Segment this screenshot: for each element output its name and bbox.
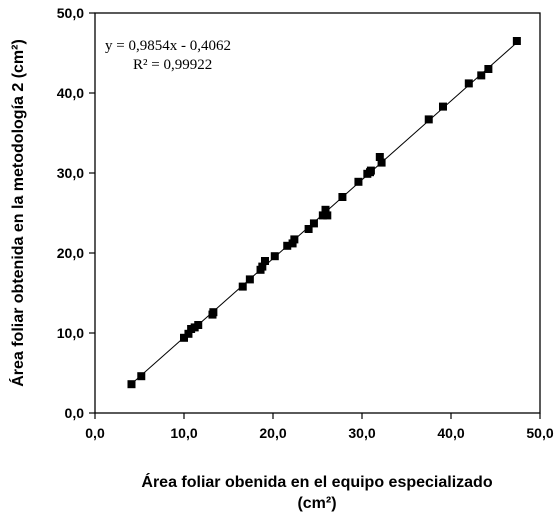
r-squared-label: R² = 0,99922 — [133, 57, 212, 73]
x-tick-label: 0,0 — [85, 425, 105, 441]
data-point — [283, 241, 292, 250]
data-point — [137, 372, 146, 381]
data-point — [184, 329, 193, 338]
data-points — [127, 37, 521, 389]
data-point — [127, 380, 136, 389]
data-point — [375, 153, 384, 161]
data-point — [258, 262, 267, 271]
data-point — [377, 158, 386, 167]
data-point — [484, 65, 493, 73]
data-point — [477, 71, 486, 80]
data-point — [323, 211, 332, 220]
data-point — [464, 79, 473, 88]
data-point — [512, 37, 521, 45]
data-point — [270, 252, 279, 261]
x-axis-title-line2: (cm²) — [297, 495, 336, 512]
data-point — [260, 257, 269, 265]
data-point — [354, 177, 363, 186]
y-tick-label: 0,0 — [65, 405, 85, 421]
tick-labels: 0,0 10,0 20,0 30,0 40,0 50,0 0,0 10,0 20,0 30,0 40… — [57, 5, 554, 441]
data-point — [209, 308, 218, 317]
data-point — [438, 102, 447, 111]
y-tick-label: 20,0 — [57, 245, 84, 261]
data-point — [424, 115, 433, 124]
y-tick-label: 40,0 — [57, 85, 84, 101]
equation-label: y = 0,9854x - 0,4062 — [105, 38, 231, 54]
data-point — [366, 166, 375, 175]
data-point — [290, 235, 299, 244]
data-point — [318, 211, 327, 220]
x-tick-label: 40,0 — [437, 425, 464, 441]
plot-area — [94, 12, 541, 414]
data-point — [304, 225, 313, 233]
data-point — [180, 333, 188, 342]
x-tick-label: 30,0 — [348, 425, 375, 441]
y-tick-label: 10,0 — [57, 325, 84, 341]
x-tick-label: 20,0 — [259, 425, 286, 441]
data-point — [245, 275, 254, 284]
y-tick-label: 50,0 — [57, 5, 84, 21]
y-axis-title: Área foliar obtenida en la metodología 2… — [8, 39, 27, 387]
x-axis-title-line1: Área foliar obenida en el equipo especia… — [141, 472, 492, 491]
x-tick-label: 10,0 — [170, 425, 197, 441]
data-point — [338, 193, 347, 201]
data-point — [321, 205, 330, 214]
axis-ticks — [89, 12, 541, 419]
data-point — [309, 219, 318, 228]
data-point — [238, 282, 247, 291]
y-tick-label: 30,0 — [57, 165, 84, 181]
data-point — [194, 321, 203, 329]
x-tick-label: 50,0 — [526, 425, 553, 441]
